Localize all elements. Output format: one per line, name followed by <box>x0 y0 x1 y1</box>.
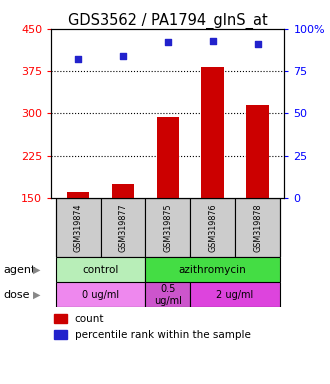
Text: ▶: ▶ <box>33 290 41 300</box>
Text: 0 ug/ml: 0 ug/ml <box>82 290 119 300</box>
Point <box>210 38 215 44</box>
Text: ▶: ▶ <box>33 265 41 275</box>
Bar <box>190 282 280 307</box>
Bar <box>201 66 224 198</box>
Bar <box>56 257 146 282</box>
Bar <box>56 198 101 257</box>
Point <box>165 39 171 45</box>
Text: count: count <box>75 314 104 324</box>
Bar <box>146 198 190 257</box>
Bar <box>246 105 269 198</box>
Text: agent: agent <box>3 265 36 275</box>
Text: azithromycin: azithromycin <box>179 265 247 275</box>
Bar <box>112 184 134 198</box>
Point <box>255 41 260 47</box>
Text: GSM319875: GSM319875 <box>163 203 172 252</box>
Text: GSM319878: GSM319878 <box>253 203 262 252</box>
Text: percentile rank within the sample: percentile rank within the sample <box>75 329 250 339</box>
Text: control: control <box>82 265 119 275</box>
Text: dose: dose <box>3 290 30 300</box>
Bar <box>54 329 67 339</box>
Point <box>120 53 126 59</box>
Bar <box>146 282 190 307</box>
Text: GSM319877: GSM319877 <box>118 203 127 252</box>
Bar <box>190 198 235 257</box>
Point <box>76 56 81 62</box>
Bar <box>157 117 179 198</box>
Bar <box>146 257 280 282</box>
Text: 2 ug/ml: 2 ug/ml <box>216 290 254 300</box>
Title: GDS3562 / PA1794_glnS_at: GDS3562 / PA1794_glnS_at <box>68 13 268 29</box>
Text: 0.5
ug/ml: 0.5 ug/ml <box>154 284 182 306</box>
Bar <box>54 314 67 323</box>
Bar <box>56 282 146 307</box>
Bar <box>235 198 280 257</box>
Bar <box>67 192 89 198</box>
Text: GSM319874: GSM319874 <box>74 203 82 252</box>
Text: GSM319876: GSM319876 <box>208 203 217 252</box>
Bar <box>101 198 146 257</box>
